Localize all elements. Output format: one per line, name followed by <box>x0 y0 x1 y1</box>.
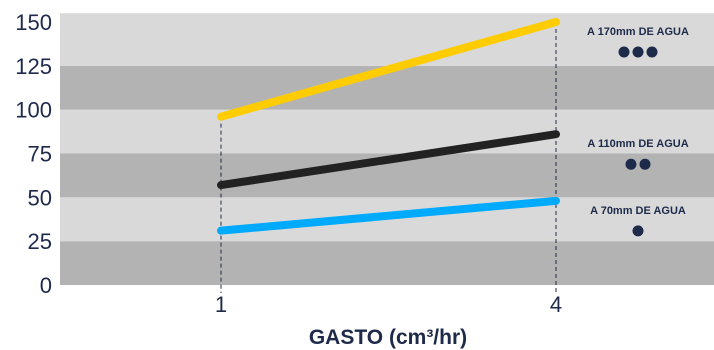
y-tick-label: 150 <box>15 10 52 35</box>
y-axis-ticks: 0 25 50 75 100 125 150 <box>15 10 52 298</box>
annotation-dot <box>625 158 637 170</box>
series-annotation-label: A 110mm DE AGUA <box>587 138 688 150</box>
y-tick-label: 50 <box>28 185 52 210</box>
annotation-dot <box>639 158 651 170</box>
y-tick-label: 100 <box>15 98 52 123</box>
y-tick-label: 75 <box>28 142 52 167</box>
grid-band <box>60 13 714 66</box>
y-tick-label: 0 <box>40 273 52 298</box>
plot-background-bands <box>60 13 714 285</box>
annotation-dot <box>618 46 630 58</box>
series-annotations: A 170mm DE AGUA A 110mm DE AGUA A 70mm DE … <box>587 26 689 237</box>
series-annotation-label: A 70mm DE AGUA <box>590 205 686 217</box>
annotation-dot <box>632 46 644 58</box>
y-tick-label: 25 <box>28 229 52 254</box>
grid-band <box>60 241 714 285</box>
x-tick-label: 1 <box>215 292 227 317</box>
x-guide-lines <box>220 22 557 293</box>
annotation-dot <box>646 46 658 58</box>
series-line <box>217 196 560 235</box>
grid-band <box>60 109 714 154</box>
series-line <box>217 130 560 190</box>
series-lines <box>217 18 560 235</box>
x-axis-title: GASTO (cm³/hr) <box>309 326 467 349</box>
x-tick-label: 4 <box>550 292 562 317</box>
series-line <box>217 18 560 121</box>
y-tick-label: 125 <box>15 54 52 79</box>
annotation-dot <box>632 225 644 237</box>
series-annotation-label: A 170mm DE AGUA <box>587 26 689 38</box>
